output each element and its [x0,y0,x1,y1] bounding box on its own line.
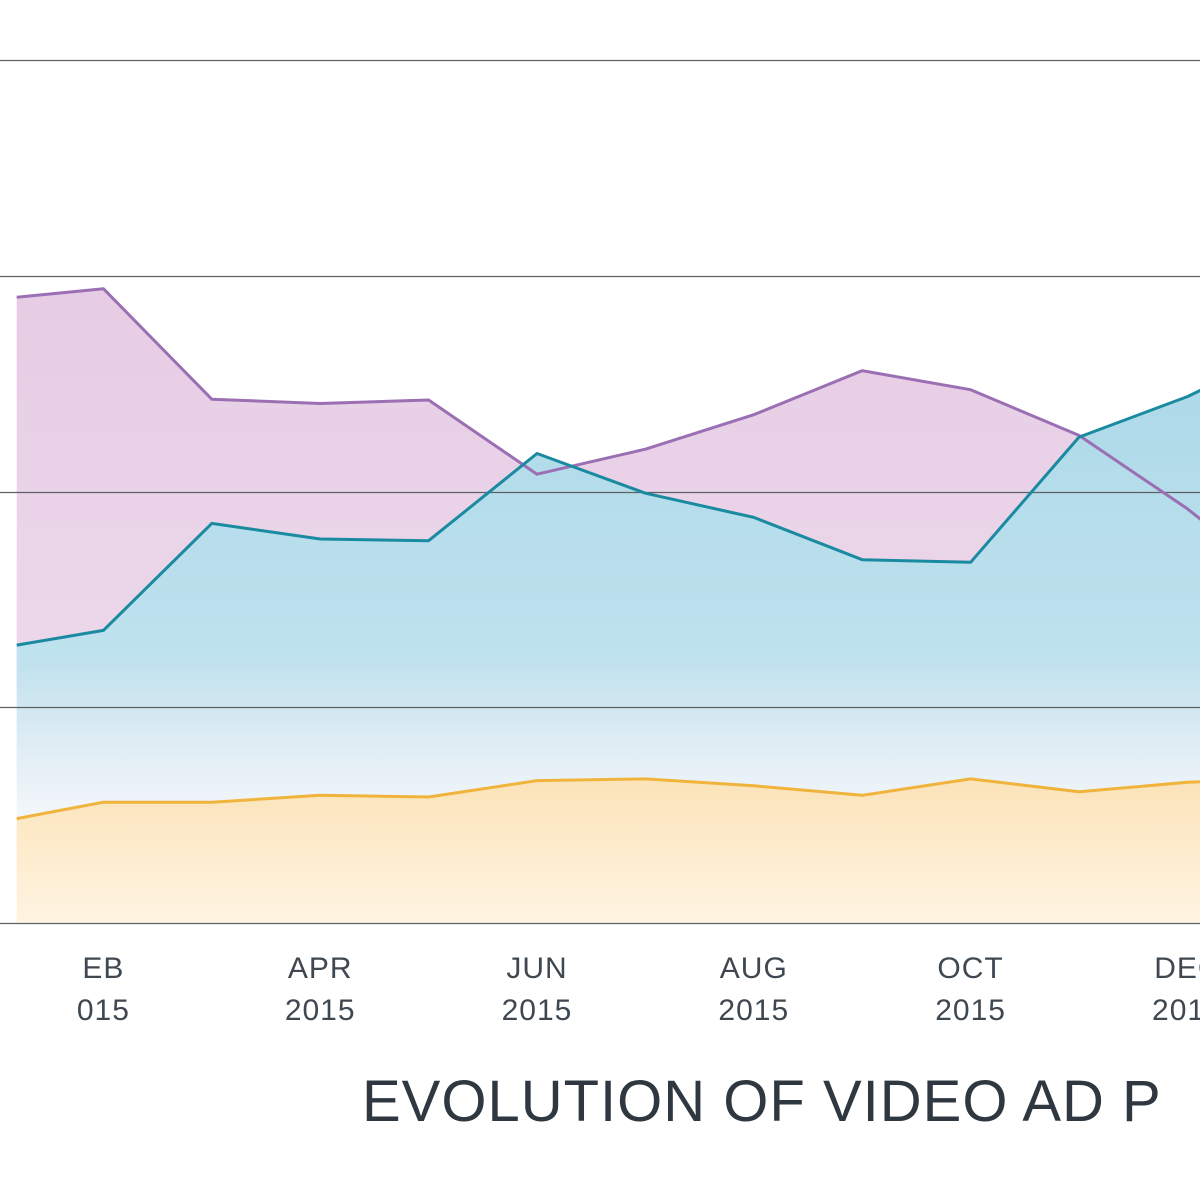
series-2-line [16,388,1200,647]
series-3-line [16,777,1200,821]
x-tick-label-month: EB [82,952,124,985]
x-tick-label-year: 2015 [502,994,573,1027]
x-tick-label-year: 015 [77,994,130,1027]
x-tick-label-month: AUG [720,952,788,985]
x-tick-label-month: JUN [506,952,567,985]
x-tick-label-year: 2015 [935,994,1006,1027]
x-tick-label-month: OCT [937,952,1003,985]
x-tick-label-year: 2015 [718,994,789,1027]
x-tick-label-month: APR [288,952,353,985]
series-1-line [16,287,1200,521]
x-tick-label-month: DEC [1154,952,1200,985]
x-tick-label-year: 2015 [285,994,356,1027]
series-3-area [16,778,1200,923]
chart-title: EVOLUTION OF VIDEO AD P [362,1069,1162,1134]
x-tick-label-year: 2015 [1152,994,1200,1027]
